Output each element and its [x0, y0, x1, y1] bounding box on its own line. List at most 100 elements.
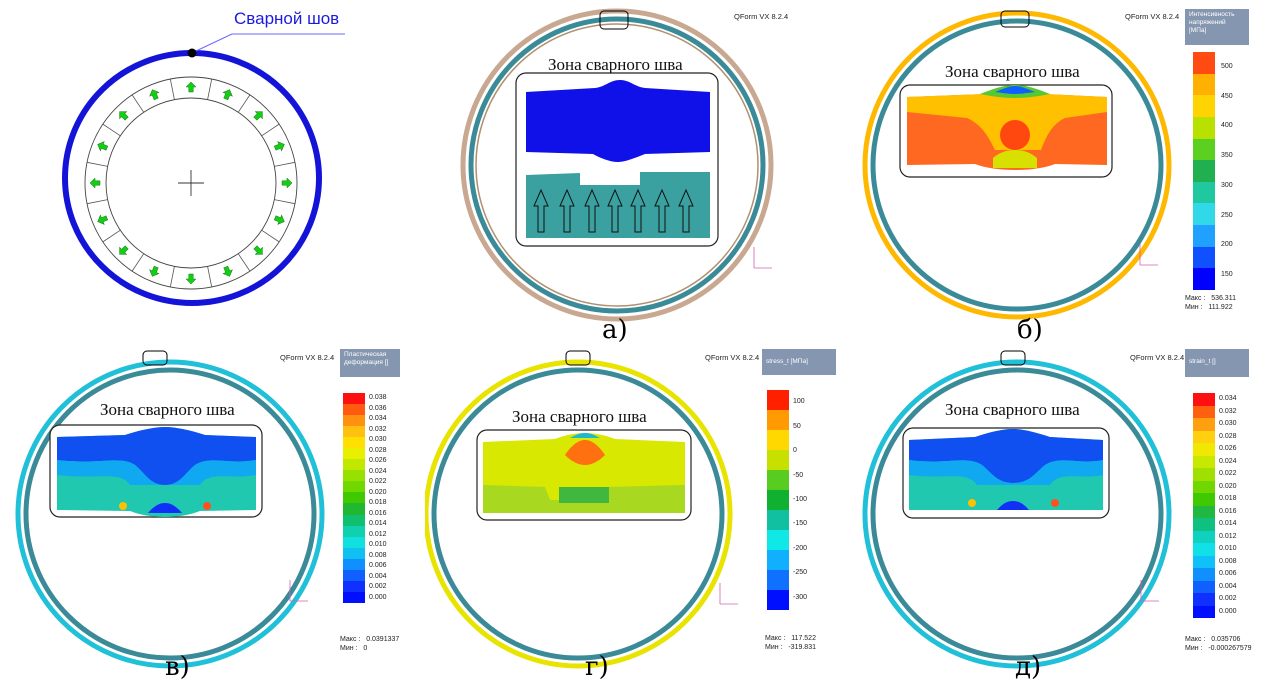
panel-g-drawing [425, 350, 738, 669]
legend-color-band [1193, 418, 1215, 431]
expansion-arrows [89, 81, 293, 285]
push-arrow-icon [654, 188, 670, 233]
legend-title-line: strain_t [] [1189, 358, 1216, 365]
caption-d: д) [1015, 652, 1042, 682]
legend-color-band [1193, 393, 1215, 406]
ring-band [870, 367, 1164, 661]
legend-color-band [1193, 203, 1215, 225]
legend-tick-label: 0.022 [1219, 470, 1237, 478]
strain-field-bottom [148, 503, 182, 513]
weld-zone-title: Зона сварного шва [945, 400, 1080, 419]
legend-color-band [343, 580, 365, 592]
legend-tick-label: -300 [793, 593, 808, 601]
ring-band [431, 367, 725, 661]
expansion-arrow-icon [185, 81, 197, 93]
legend-tick-label: 0.012 [369, 530, 387, 538]
legend-color-band [1193, 530, 1215, 543]
weld-zone-marker [142, 350, 168, 366]
legend-color-band [1193, 225, 1215, 247]
stress-field-blue [995, 86, 1035, 94]
legend-color-band [1193, 543, 1215, 556]
expansion-arrow-icon [273, 141, 285, 152]
software-label: QForm VX 8.2.4 [1125, 12, 1180, 21]
legend-color-band [1193, 116, 1215, 139]
push-arrow-icon [630, 188, 646, 233]
ring-inner [475, 23, 759, 307]
legend-color-band [343, 459, 365, 471]
legend-color-band [767, 530, 789, 550]
expansion-arrow-icon [281, 177, 293, 189]
legend-tick-label: 0.010 [1219, 545, 1237, 553]
legend-color-band [1193, 430, 1215, 443]
legend-color-band [343, 481, 365, 493]
legend-title-line: Интенсивность [1189, 11, 1235, 18]
caption-b: б) [1017, 315, 1043, 345]
legend-tick-label: 350 [1221, 152, 1233, 160]
legend-tick-label: 0.004 [1219, 582, 1237, 590]
expansion-arrow-icon [222, 265, 233, 277]
die-push-arrows [533, 188, 694, 233]
legend-tick-label: 0.020 [369, 488, 387, 496]
legend-tick-label: 0.010 [369, 541, 387, 549]
legend-tick-label: 0.018 [1219, 495, 1237, 503]
legend-tick-label: 0.022 [369, 478, 387, 486]
legend-tick-label: 0.014 [1219, 520, 1237, 528]
caption-a: а) [602, 315, 628, 345]
legend-color-band [343, 437, 365, 449]
panel-b: QForm VX 8.2.4 Зона сварного шва б) Инте… [845, 0, 1275, 350]
strain-field-blue [57, 427, 256, 485]
max-value: 536.311 [1211, 295, 1236, 302]
max-label: Макс : [765, 635, 786, 642]
legend-color-band [1193, 555, 1215, 568]
legend-color-band [1193, 73, 1215, 96]
min-value: -319.831 [788, 643, 816, 651]
legend-color-band [767, 430, 789, 450]
pipe-section-blue [526, 80, 710, 162]
weld-zone-title: Зона сварного шва [548, 55, 683, 74]
legend-tick-label: 150 [1221, 271, 1233, 279]
die-segment-divider [207, 78, 213, 100]
software-label: QForm VX 8.2.4 [1130, 353, 1185, 362]
strain-t-field-lightblue [909, 460, 1103, 485]
legend-color-band [767, 390, 789, 410]
expansion-arrow-icon [149, 89, 160, 101]
legend-color-band [1193, 443, 1215, 456]
legend-color-band [767, 550, 789, 570]
legend-color-band [1193, 405, 1215, 418]
max-label: Макс : [1185, 636, 1206, 643]
legend-color-band [343, 547, 365, 559]
legend-tick-label: -250 [793, 569, 808, 577]
weld-zone-title: Зона сварного шва [512, 407, 647, 426]
stress-field-yellow [907, 86, 1107, 150]
min-value: 0 [363, 644, 368, 652]
legend-tick-label: 250 [1221, 211, 1233, 219]
panel-d: QForm VX 8.2.4 Зона сварного шва д) stra… [845, 345, 1275, 690]
legend-color-band [343, 503, 365, 515]
strain-peak-right [203, 502, 211, 510]
legend-tick-label: -100 [793, 496, 808, 503]
legend-color-band [1193, 246, 1215, 269]
die-segment-divider [237, 253, 251, 272]
die-segment-divider [169, 266, 175, 288]
legend-tick-label: 300 [1221, 181, 1233, 189]
legend-color-band [767, 590, 789, 610]
legend-color-band [767, 510, 789, 530]
legend-tick-label: 0.030 [369, 436, 387, 444]
legend-color-band [1193, 52, 1215, 74]
stress-t-field-peak [565, 440, 605, 465]
die-segment-divider [261, 229, 280, 243]
legend-tick-label: 0.006 [1219, 570, 1237, 578]
die-segment-divider [102, 123, 121, 137]
legend-color-band [1193, 480, 1215, 493]
legend-tick-label: 0.038 [369, 394, 387, 402]
expansion-arrow-icon [222, 89, 233, 101]
legend-tick-label: 0.034 [369, 415, 387, 423]
die-segment-divider [169, 78, 175, 100]
ring-outer [425, 359, 733, 669]
expansion-arrow-icon [89, 177, 101, 189]
legend-color-band [1193, 605, 1215, 618]
legend-color-band [343, 591, 365, 603]
expansion-arrow-icon [119, 111, 129, 121]
expansion-arrow-icon [149, 265, 160, 277]
max-value: 0.0391337 [366, 636, 400, 643]
